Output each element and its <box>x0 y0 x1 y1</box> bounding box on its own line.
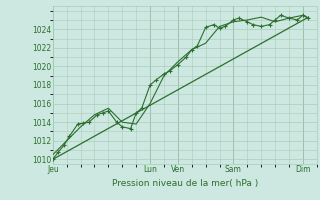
X-axis label: Pression niveau de la mer( hPa ): Pression niveau de la mer( hPa ) <box>112 179 258 188</box>
